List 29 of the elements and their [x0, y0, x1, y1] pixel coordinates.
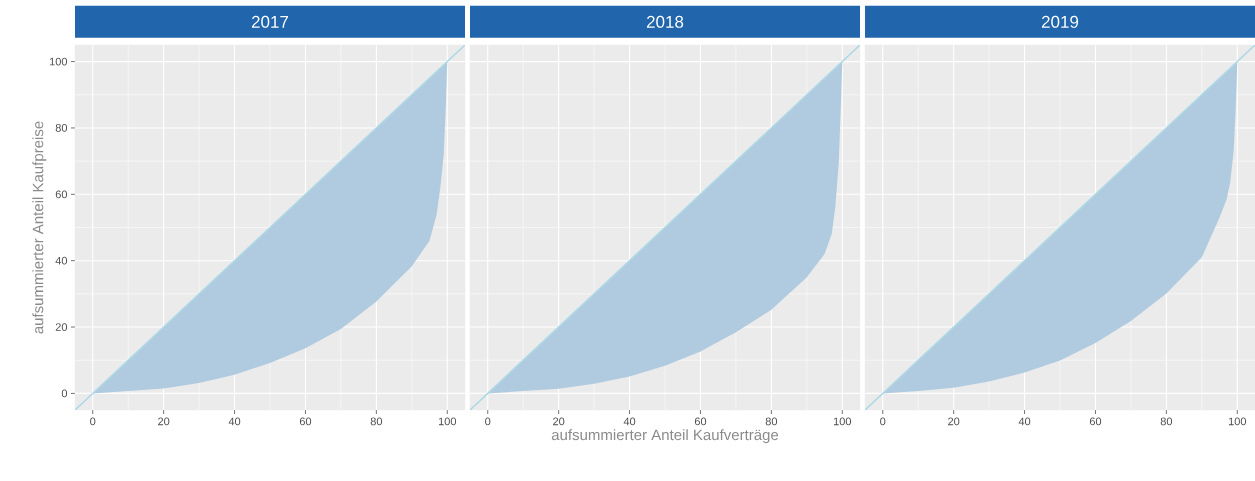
y-tick-label: 0 [61, 389, 68, 398]
x-tick-label: 20 [553, 417, 565, 426]
x-tick-label: 0 [880, 417, 886, 426]
y-tick-label: 20 [55, 323, 68, 331]
x-tick-label: 0 [485, 417, 491, 426]
x-tick-label: 20 [158, 417, 170, 426]
x-tick-label: 60 [299, 417, 312, 426]
x-tick-label: 40 [1018, 417, 1031, 426]
chart-title: 2019 [1041, 15, 1079, 28]
x-tick-label: 80 [1160, 417, 1173, 426]
x-tick-label: 80 [370, 417, 383, 426]
x-tick-label: 100 [833, 417, 852, 426]
chart-title: 2018 [646, 15, 684, 28]
x-tick-label: 40 [228, 417, 241, 426]
y-tick-label: 60 [55, 190, 68, 199]
x-tick-label: 100 [438, 417, 457, 426]
x-tick-label: 20 [948, 417, 960, 426]
x-tick-label: 100 [1228, 417, 1247, 426]
y-tick-label: 100 [49, 57, 68, 66]
x-tick-label: 60 [1089, 417, 1102, 426]
x-tick-label: 80 [765, 417, 778, 426]
y-axis-title: aufsummierter Anteil Kaufpreise [32, 121, 47, 334]
y-tick-label: 40 [55, 256, 68, 265]
x-tick-label: 60 [694, 417, 707, 426]
x-axis-title: aufsummierter Anteil Kaufverträge [551, 429, 779, 444]
x-tick-label: 0 [90, 417, 96, 426]
chart-title: 2017 [251, 15, 289, 28]
y-tick-label: 80 [55, 124, 68, 132]
x-tick-label: 40 [623, 417, 636, 426]
